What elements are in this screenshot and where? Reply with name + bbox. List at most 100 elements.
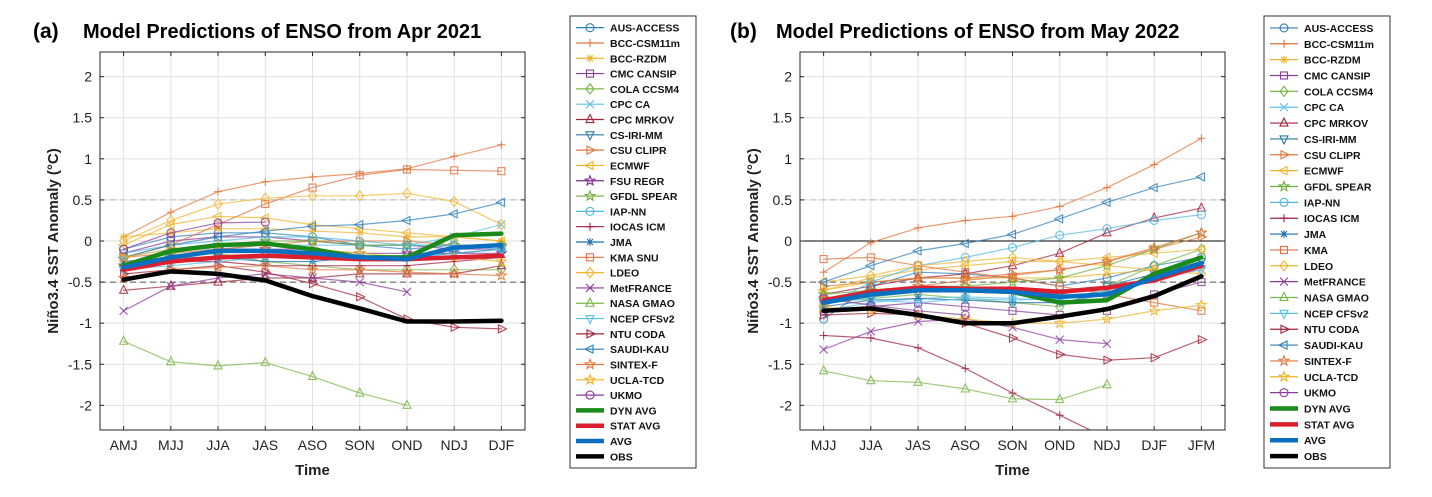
legend-marker (586, 54, 594, 63)
data-point (1150, 352, 1161, 363)
data-point (1196, 267, 1207, 280)
data-point (1007, 392, 1018, 403)
legend-label: ECMWF (610, 160, 650, 172)
series-obs (121, 269, 504, 324)
data-point (400, 227, 411, 238)
y-tick-label: 0 (84, 233, 92, 249)
data-point (402, 399, 412, 409)
x-tick-label: JFM (1188, 437, 1215, 453)
data-point (402, 165, 411, 174)
x-axis-label: Time (995, 462, 1030, 479)
y-axis-label: Niño3.4 SST Anomaly (°C) (745, 148, 762, 333)
series-line-avg (121, 242, 504, 270)
data-point (165, 355, 176, 366)
data-point (1195, 298, 1208, 311)
legend-label: DYN AVG (1304, 404, 1351, 416)
panel-label: (b) (730, 20, 757, 43)
legend-marker (1279, 309, 1289, 320)
legend-marker (585, 297, 595, 307)
legend-item-cmc-cansip: CMC CANSIP (1270, 71, 1371, 83)
legend-label: NTU CODA (610, 329, 666, 341)
legend-label: SAUDI-KAU (610, 344, 669, 356)
data-point (1006, 256, 1017, 267)
data-point (166, 214, 176, 227)
data-point (865, 374, 876, 385)
data-point (211, 211, 222, 222)
data-point (119, 257, 128, 266)
legend-label: LDEO (1304, 261, 1333, 273)
legend-marker (585, 69, 595, 78)
series-line-obs (821, 274, 1204, 326)
x-tick-label: SON (345, 437, 375, 453)
data-point (356, 291, 366, 302)
data-point (118, 235, 129, 247)
legend-marker (583, 189, 597, 202)
y-tick-label: 0.5 (73, 192, 93, 208)
data-point (1102, 339, 1112, 349)
data-point (960, 255, 970, 268)
data-point (1147, 182, 1158, 193)
legend-label: UKMO (610, 390, 642, 402)
data-point (1055, 202, 1064, 211)
x-tick-label: JAS (905, 437, 931, 453)
series-obs (821, 274, 1204, 326)
data-point (1100, 254, 1114, 267)
series-bcc-csm11m (819, 134, 1206, 277)
y-axis-label: Niño3.4 SST Anomaly (°C) (45, 148, 62, 333)
data-point (960, 382, 971, 393)
y-tick-label: -1.5 (768, 356, 792, 372)
legend-label: MetFRANCE (1304, 277, 1366, 289)
legend-label: STAT AVG (1304, 419, 1354, 431)
legend-item-bcc-rzdm: BCC-RZDM (1270, 55, 1361, 67)
legend-marker (585, 131, 595, 142)
data-point (495, 254, 508, 267)
series-line-iap-nn (822, 214, 1203, 308)
x-tick-label: MJJ (811, 437, 837, 453)
legend-item-ldeo: LDEO (1270, 259, 1333, 273)
legend-label: CS-IRI-MM (1304, 134, 1357, 146)
data-point (866, 333, 875, 342)
legend-item-ncep-cfsv2: NCEP CFSv2 (1270, 308, 1369, 320)
legend-label: JMA (1304, 229, 1327, 241)
legend-item-saudi-kau: SAUDI-KAU (1270, 340, 1363, 352)
y-tick-label: -1 (80, 315, 93, 331)
legend-label: CMC CANSIP (610, 69, 677, 81)
data-point (495, 268, 508, 281)
legend-label: JMA (610, 237, 633, 249)
data-point (1056, 349, 1066, 360)
data-point (450, 166, 459, 175)
legend-label: ECMWF (1304, 166, 1344, 178)
legend-marker (585, 315, 595, 325)
legend-label: CPC MRKOV (1304, 118, 1368, 130)
legend-marker (1279, 71, 1289, 80)
legend-label: STAT AVG (610, 421, 660, 433)
legend-item-aus-access: AUS-ACCESS (576, 23, 679, 35)
series-line-csu-clipr (822, 236, 1203, 287)
data-point (1053, 316, 1066, 329)
legend-label: SAUDI-KAU (1304, 340, 1363, 352)
series-iocas-icm (819, 331, 1092, 430)
y-tick-label: -1.5 (68, 356, 92, 372)
data-point (214, 187, 223, 196)
legend-item-cpc-mrkov: CPC MRKOV (1270, 116, 1368, 130)
legend-item-metfrance: MetFRANCE (576, 283, 672, 295)
legend-marker (1280, 214, 1288, 223)
data-point (1102, 269, 1111, 278)
panel-label: (a) (33, 20, 59, 43)
legend-marker (1279, 102, 1289, 112)
data-point (959, 238, 969, 249)
legend-marker (585, 23, 595, 33)
data-point (866, 269, 876, 282)
y-tick-label: -0.5 (68, 274, 92, 290)
x-tick-label: OND (391, 437, 422, 453)
legend-label: LDEO (610, 268, 639, 280)
legend-label: CPC MRKOV (610, 115, 674, 127)
legend-marker (585, 83, 595, 95)
data-point (402, 187, 412, 200)
data-point (261, 267, 272, 278)
data-point (400, 265, 414, 278)
legend-marker (1280, 324, 1291, 335)
data-point (496, 218, 507, 231)
legend-label: COLA CCSM4 (1304, 86, 1373, 98)
